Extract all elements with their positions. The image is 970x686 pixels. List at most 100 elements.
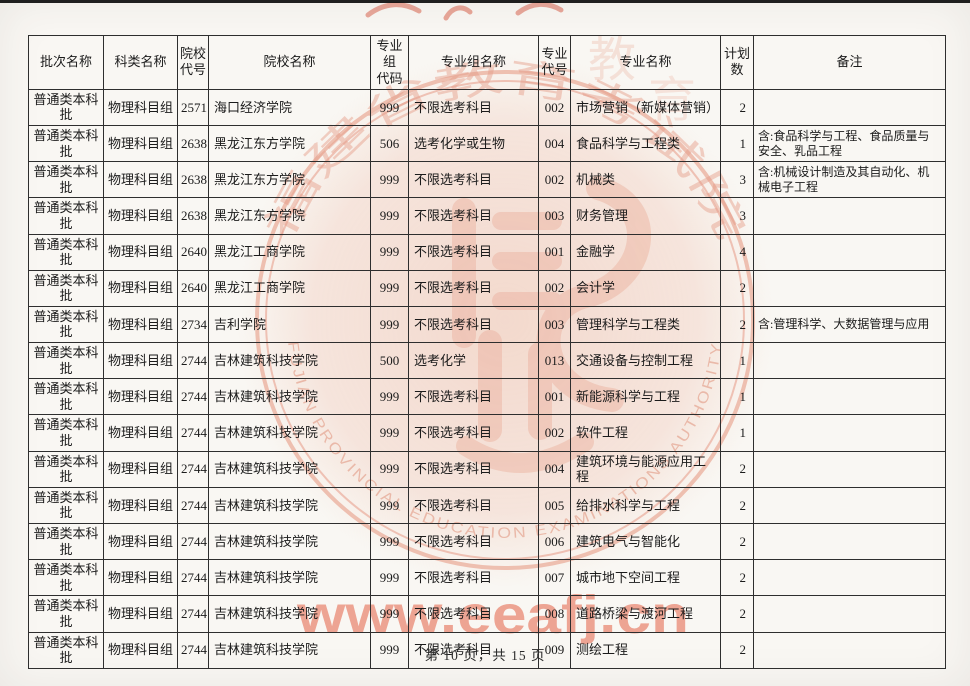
table-row: 普通类本科批 物理科目组 2638 黑龙江东方学院 999 不限选考科目 003… <box>28 197 946 235</box>
cell-college-code: 2744 <box>177 522 209 561</box>
cell-group-name: 不限选考科目 <box>408 161 539 199</box>
cell-plan-count: 1 <box>720 414 754 452</box>
table-row: 普通类本科批 物理科目组 2744 吉林建筑科技学院 999 不限选考科目 00… <box>28 595 946 633</box>
cell-group-code: 999 <box>370 595 409 633</box>
cell-major-code: 003 <box>538 197 571 235</box>
cell-major-code: 002 <box>538 269 571 307</box>
cell-batch: 普通类本科批 <box>28 486 104 525</box>
table-row: 普通类本科批 物理科目组 2744 吉林建筑科技学院 999 不限选考科目 00… <box>28 450 946 488</box>
cell-category: 物理科目组 <box>103 559 178 597</box>
cell-remark: 含:食品科学与工程、食品质量与安全、乳品工程 <box>753 124 946 163</box>
cell-college-name: 吉林建筑科技学院 <box>208 522 371 561</box>
table-row: 普通类本科批 物理科目组 2734 吉利学院 999 不限选考科目 003 管理… <box>28 305 946 344</box>
cell-college-name: 海口经济学院 <box>208 88 371 126</box>
cell-college-name: 黑龙江工商学院 <box>208 233 371 271</box>
cell-major-code: 001 <box>538 233 571 271</box>
cell-remark: 含:机械设计制造及其自动化、机械电子工程 <box>753 161 946 199</box>
table-row: 普通类本科批 物理科目组 2744 吉林建筑科技学院 999 不限选考科目 00… <box>28 378 946 416</box>
cell-category: 物理科目组 <box>103 450 178 488</box>
cell-plan-count: 2 <box>720 522 754 561</box>
cell-plan-count: 2 <box>720 595 754 633</box>
cell-remark: 含:管理科学、大数据管理与应用 <box>753 305 946 344</box>
cell-college-code: 2571 <box>177 88 209 126</box>
red-pen-marks <box>365 1 564 21</box>
cell-remark <box>753 342 946 380</box>
cell-plan-count: 2 <box>720 269 754 307</box>
col-header-group-name: 专业组名称 <box>408 35 539 90</box>
cell-major-code: 005 <box>538 486 571 525</box>
cell-group-name: 不限选考科目 <box>408 522 539 561</box>
cell-group-code: 999 <box>370 233 409 271</box>
cell-college-code: 2744 <box>177 378 209 416</box>
cell-college-name: 吉林建筑科技学院 <box>208 414 371 452</box>
cell-remark <box>753 522 946 561</box>
cell-group-name: 不限选考科目 <box>408 269 539 307</box>
cell-major-name: 市场营销（新媒体营销） <box>570 88 721 126</box>
cell-batch: 普通类本科批 <box>28 559 104 597</box>
cell-college-name: 吉利学院 <box>208 305 371 344</box>
cell-batch: 普通类本科批 <box>28 522 104 561</box>
col-header-college-code: 院校 代号 <box>177 35 209 90</box>
cell-major-name: 道路桥梁与渡河工程 <box>570 595 721 633</box>
cell-remark <box>753 414 946 452</box>
cell-major-code: 004 <box>538 450 571 488</box>
cell-plan-count: 3 <box>720 161 754 199</box>
cell-group-name: 不限选考科目 <box>408 631 539 669</box>
table-row: 普通类本科批 物理科目组 2744 吉林建筑科技学院 500 选考化学 013 … <box>28 342 946 380</box>
table-row: 普通类本科批 物理科目组 2744 吉林建筑科技学院 999 不限选考科目 00… <box>28 559 946 597</box>
cell-college-name: 吉林建筑科技学院 <box>208 595 371 633</box>
cell-category: 物理科目组 <box>103 197 178 235</box>
cell-college-code: 2638 <box>177 124 209 163</box>
cell-major-name: 建筑电气与智能化 <box>570 522 721 561</box>
cell-college-code: 2638 <box>177 197 209 235</box>
table-row: 普通类本科批 物理科目组 2640 黑龙江工商学院 999 不限选考科目 002… <box>28 269 946 307</box>
cell-group-code: 999 <box>370 161 409 199</box>
cell-group-name: 选考化学或生物 <box>408 124 539 163</box>
admission-plan-table: 批次名称 科类名称 院校 代号 院校名称 专业组 代码 专业组名称 专业 代号 … <box>28 35 946 669</box>
cell-plan-count: 2 <box>720 305 754 344</box>
scan-edge-line <box>0 0 970 3</box>
cell-category: 物理科目组 <box>103 414 178 452</box>
cell-group-name: 不限选考科目 <box>408 559 539 597</box>
header-row: 批次名称 科类名称 院校 代号 院校名称 专业组 代码 专业组名称 专业 代号 … <box>28 35 946 90</box>
cell-category: 物理科目组 <box>103 305 178 344</box>
cell-college-name: 黑龙江工商学院 <box>208 269 371 307</box>
cell-group-name: 选考化学 <box>408 342 539 380</box>
cell-batch: 普通类本科批 <box>28 414 104 452</box>
cell-college-name: 黑龙江东方学院 <box>208 124 371 163</box>
cell-major-code: 006 <box>538 522 571 561</box>
cell-major-name: 新能源科学与工程 <box>570 378 721 416</box>
cell-plan-count: 2 <box>720 88 754 126</box>
cell-plan-count: 1 <box>720 124 754 163</box>
cell-batch: 普通类本科批 <box>28 595 104 633</box>
cell-group-code: 999 <box>370 305 409 344</box>
cell-college-code: 2744 <box>177 631 209 669</box>
col-header-batch: 批次名称 <box>28 35 104 90</box>
cell-group-code: 999 <box>370 450 409 488</box>
cell-major-code: 003 <box>538 305 571 344</box>
cell-batch: 普通类本科批 <box>28 450 104 488</box>
cell-major-name: 测绘工程 <box>570 631 721 669</box>
cell-group-code: 999 <box>370 378 409 416</box>
cell-batch: 普通类本科批 <box>28 631 104 669</box>
cell-group-code: 999 <box>370 486 409 525</box>
cell-remark <box>753 233 946 271</box>
cell-college-name: 吉林建筑科技学院 <box>208 559 371 597</box>
cell-major-code: 013 <box>538 342 571 380</box>
cell-college-name: 吉林建筑科技学院 <box>208 631 371 669</box>
cell-category: 物理科目组 <box>103 269 178 307</box>
cell-category: 物理科目组 <box>103 233 178 271</box>
cell-group-code: 999 <box>370 559 409 597</box>
cell-college-code: 2744 <box>177 414 209 452</box>
cell-major-name: 金融学 <box>570 233 721 271</box>
cell-plan-count: 4 <box>720 233 754 271</box>
cell-major-name: 食品科学与工程类 <box>570 124 721 163</box>
cell-batch: 普通类本科批 <box>28 305 104 344</box>
cell-category: 物理科目组 <box>103 124 178 163</box>
table-row: 普通类本科批 物理科目组 2640 黑龙江工商学院 999 不限选考科目 001… <box>28 233 946 271</box>
cell-group-code: 999 <box>370 197 409 235</box>
cell-college-code: 2744 <box>177 595 209 633</box>
cell-college-code: 2744 <box>177 342 209 380</box>
cell-category: 物理科目组 <box>103 161 178 199</box>
cell-major-code: 008 <box>538 595 571 633</box>
